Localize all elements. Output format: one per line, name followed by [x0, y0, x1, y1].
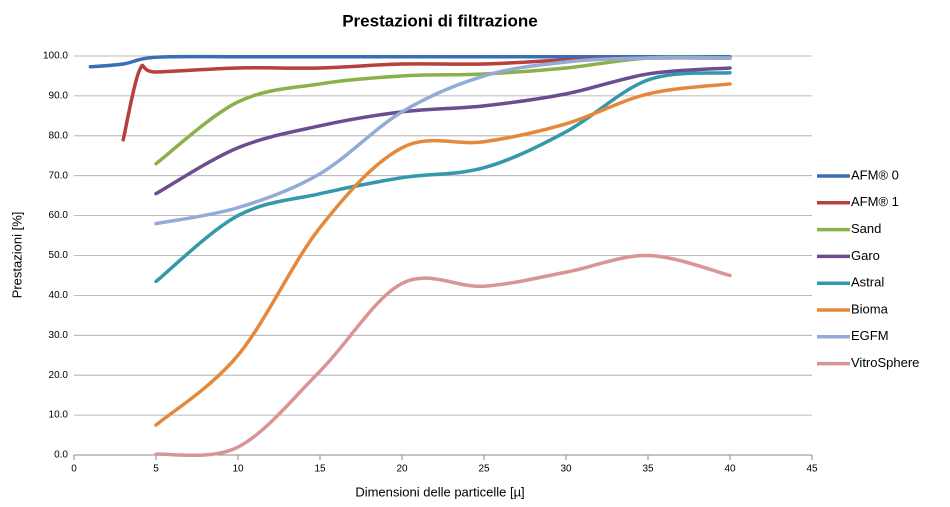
legend-label: AFM® 1: [851, 194, 899, 209]
x-tick-label: 5: [153, 464, 159, 475]
x-axis-label: Dimensioni delle particelle [µ]: [355, 484, 524, 499]
y-tick-label: 40.0: [49, 290, 69, 301]
x-tick-label: 40: [724, 464, 736, 475]
y-tick-label: 70.0: [49, 170, 69, 181]
x-tick-label: 45: [806, 464, 818, 475]
legend-label: Garo: [851, 248, 880, 263]
line-series: [88, 54, 732, 69]
line-series: [154, 66, 732, 196]
legend-label: AFM® 0: [851, 167, 899, 182]
y-axis-label: Prestazioni [%]: [9, 212, 24, 299]
y-tick-label: 20.0: [49, 370, 69, 381]
legend-label: EGFM: [851, 328, 889, 343]
x-tick-label: 35: [642, 464, 654, 475]
y-tick-label: 90.0: [49, 91, 69, 102]
y-tick-label: 60.0: [49, 210, 69, 221]
line-series: [154, 253, 732, 458]
chart-title: Prestazioni di filtrazione: [342, 11, 538, 30]
line-series: [154, 55, 732, 226]
x-tick-label: 20: [396, 464, 408, 475]
legend-label: Sand: [851, 221, 881, 236]
x-tick-label: 0: [71, 464, 77, 475]
y-tick-label: 80.0: [49, 130, 69, 141]
y-tick-label: 100.0: [43, 51, 68, 62]
x-tick-label: 25: [478, 464, 490, 475]
x-tick-label: 10: [232, 464, 244, 475]
y-tick-label: 30.0: [49, 330, 69, 341]
x-tick-label: 15: [314, 464, 326, 475]
y-tick-label: 50.0: [49, 250, 69, 261]
line-series: [154, 71, 732, 284]
y-tick-label: 10.0: [49, 410, 69, 421]
y-tick-label: 0.0: [54, 450, 68, 461]
x-tick-label: 30: [560, 464, 572, 475]
legend-label: Astral: [851, 275, 884, 290]
line-series: [154, 82, 732, 427]
legend-label: Bioma: [851, 301, 889, 316]
legend-label: VitroSphere: [851, 355, 919, 370]
